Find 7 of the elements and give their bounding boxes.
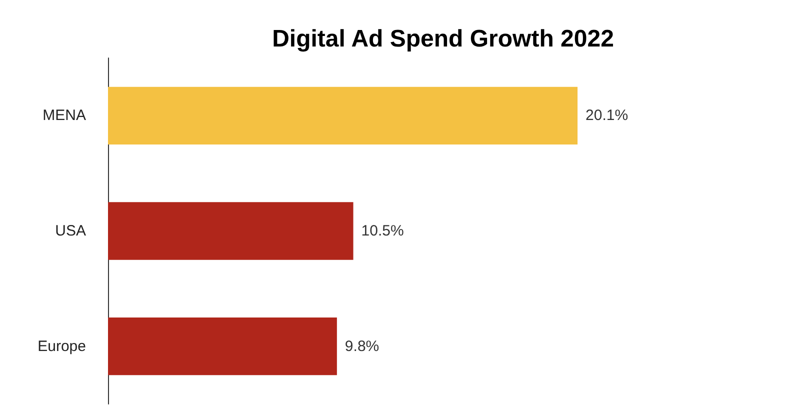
data-label: 9.8%	[344, 338, 380, 355]
chart-title: Digital Ad Spend Growth 2022	[272, 26, 614, 52]
y-tick-label: Europe	[38, 338, 86, 355]
y-tick-label: USA	[55, 222, 86, 240]
data-label: 10.5%	[361, 222, 404, 240]
y-tick-label: MENA	[42, 107, 86, 124]
data-label: 20.1%	[586, 107, 628, 124]
